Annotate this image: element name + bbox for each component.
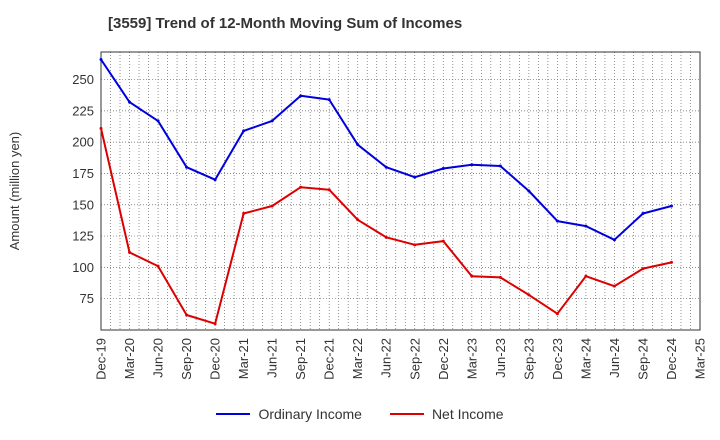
data-point — [327, 98, 331, 102]
series-layer — [99, 58, 673, 326]
y-tick-label: 150 — [72, 197, 94, 212]
data-point — [185, 313, 189, 317]
data-point — [128, 250, 132, 254]
legend-item: Net Income — [389, 406, 504, 422]
x-tick-label: Sep-20 — [179, 338, 194, 380]
x-tick-label: Dec-19 — [94, 338, 109, 380]
data-point — [270, 204, 274, 208]
x-tick-label: Sep-24 — [635, 338, 650, 380]
x-tick-label: Sep-22 — [407, 338, 422, 380]
y-axis-ticks: 75 100 125 150 175 200 225 250 — [72, 72, 94, 306]
data-point — [641, 267, 645, 271]
x-tick-label: Jun-21 — [265, 338, 280, 378]
data-point — [128, 100, 132, 104]
data-point — [384, 235, 388, 239]
x-tick-label: Jun-24 — [607, 338, 622, 378]
data-point — [213, 178, 217, 182]
data-point — [384, 165, 388, 169]
x-tick-label: Jun-22 — [379, 338, 394, 378]
data-point — [327, 188, 331, 192]
data-point — [612, 284, 616, 288]
legend-item: Ordinary Income — [216, 406, 362, 422]
y-axis-label: Amount (million yen) — [7, 132, 22, 251]
y-tick-label: 125 — [72, 229, 94, 244]
data-point — [185, 165, 189, 169]
y-tick-label: 250 — [72, 72, 94, 87]
x-tick-label: Dec-22 — [436, 338, 451, 380]
x-tick-label: Jun-23 — [493, 338, 508, 378]
data-point — [270, 119, 274, 123]
data-point — [99, 126, 103, 130]
grid — [101, 52, 700, 330]
data-point — [213, 322, 217, 326]
x-tick-label: Mar-22 — [350, 338, 365, 379]
data-point — [299, 94, 303, 98]
legend-swatch — [389, 413, 424, 415]
y-tick-label: 200 — [72, 135, 94, 150]
data-point — [299, 185, 303, 189]
legend-label: Net Income — [431, 406, 504, 422]
y-tick-label: 75 — [80, 291, 94, 306]
x-tick-label: Mar-23 — [464, 338, 479, 379]
x-tick-label: Dec-24 — [664, 338, 679, 380]
series-line-0 — [100, 58, 672, 241]
x-tick-label: Jun-20 — [151, 338, 166, 378]
y-tick-label: 225 — [72, 103, 94, 118]
x-tick-label: Sep-21 — [293, 338, 308, 380]
x-tick-label: Mar-20 — [122, 338, 137, 379]
y-tick-label: 175 — [72, 166, 94, 181]
legend-label: Ordinary Income — [258, 406, 362, 422]
data-point — [441, 166, 445, 170]
data-point — [242, 129, 246, 133]
data-point — [242, 212, 246, 216]
y-tick-label: 100 — [72, 260, 94, 275]
legend-swatch — [216, 413, 251, 415]
data-point — [669, 260, 673, 264]
data-point — [156, 119, 160, 123]
x-tick-label: Mar-25 — [693, 338, 708, 379]
legend: Ordinary Income Net Income — [0, 406, 720, 422]
data-point — [356, 218, 360, 222]
data-point — [555, 219, 559, 223]
data-point — [669, 204, 673, 208]
data-point — [470, 163, 474, 167]
data-point — [498, 275, 502, 279]
x-axis-ticks: Dec-19 Mar-20 Jun-20 Sep-20 Dec-20 Mar-21 Jun-… — [94, 338, 708, 380]
x-tick-label: Dec-20 — [208, 338, 223, 380]
data-point — [612, 238, 616, 242]
data-point — [356, 143, 360, 147]
data-point — [413, 175, 417, 179]
data-point — [584, 274, 588, 278]
chart-title: [3559] Trend of 12-Month Moving Sum of I… — [108, 15, 463, 32]
data-point — [156, 264, 160, 268]
data-point — [498, 164, 502, 168]
x-tick-label: Mar-21 — [236, 338, 251, 379]
data-point — [527, 293, 531, 297]
data-point — [555, 312, 559, 316]
data-point — [584, 224, 588, 228]
data-point — [99, 58, 103, 62]
data-point — [470, 274, 474, 278]
x-tick-label: Dec-23 — [550, 338, 565, 380]
data-point — [641, 212, 645, 216]
x-tick-label: Sep-23 — [521, 338, 536, 380]
plot-frame — [100, 51, 701, 331]
x-tick-label: Mar-24 — [578, 338, 593, 379]
data-point — [413, 243, 417, 247]
data-point — [527, 189, 531, 193]
x-tick-label: Dec-21 — [322, 338, 337, 380]
data-point — [441, 239, 445, 243]
